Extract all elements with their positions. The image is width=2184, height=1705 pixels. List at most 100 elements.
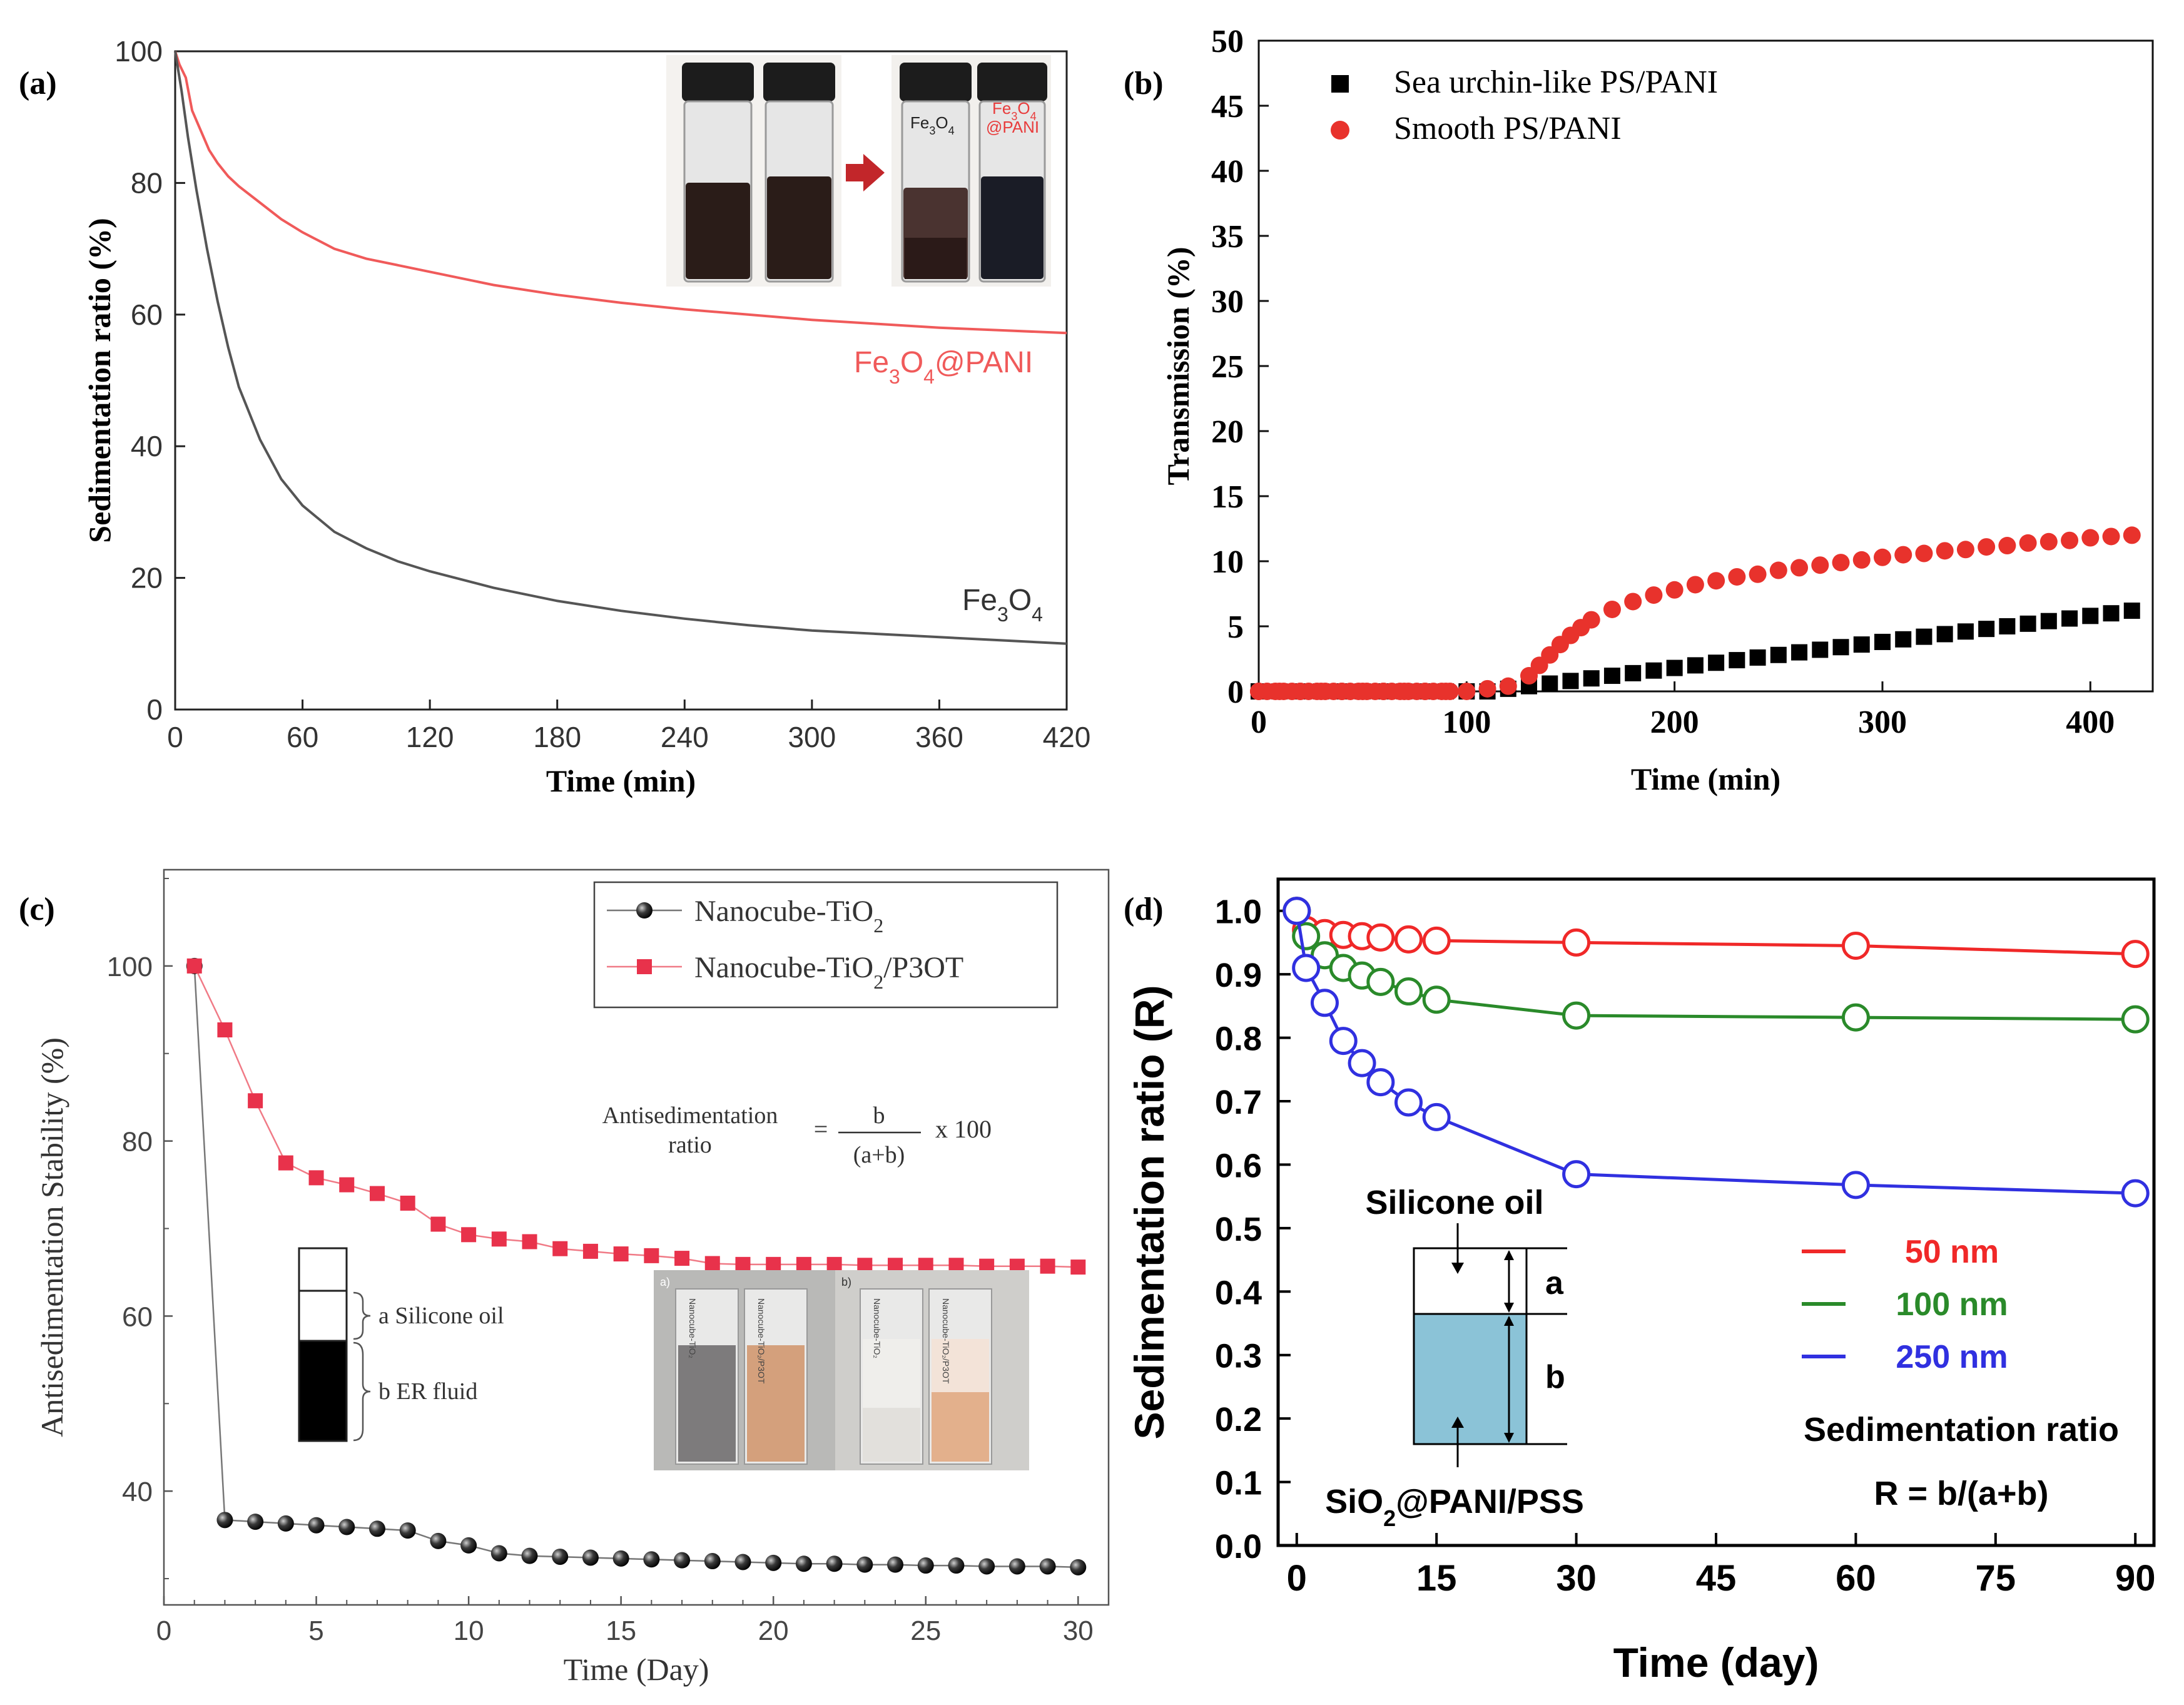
- x-tick-label: 300: [1858, 705, 1907, 740]
- text-segment: @PANI: [935, 346, 1033, 379]
- panel-label: (a): [19, 66, 57, 101]
- x-tick-label: 0: [1287, 1558, 1307, 1599]
- panel-label: (b): [1124, 66, 1164, 101]
- vial-liquid: [686, 183, 750, 279]
- text-segment: /P3OT: [883, 951, 963, 984]
- data-point: [1603, 600, 1621, 618]
- data-point: [2039, 532, 2058, 551]
- data-point: [1562, 928, 1591, 957]
- data-point: [1645, 662, 1662, 679]
- data-point: [1791, 644, 1808, 661]
- y-tick-label: 100: [114, 35, 163, 68]
- data-point: [643, 1551, 660, 1568]
- y-axis-label: Sedimentation ratio (R): [1126, 985, 1172, 1439]
- y-tick-label: 10: [1211, 544, 1244, 580]
- vial-sediment: [905, 238, 967, 279]
- data-point: [766, 1256, 781, 1272]
- data-point: [1915, 544, 1933, 562]
- photo-inset: a) b) Nanocube-TiO₂ Nanocube-TiO₂/P3OT Nanoc…: [654, 1270, 1029, 1470]
- y-tick-label: 80: [131, 166, 163, 199]
- data-point: [2102, 527, 2120, 546]
- data-point: [1999, 618, 2016, 634]
- schematic-label-b: b ER fluid: [378, 1378, 477, 1405]
- data-point: [1310, 989, 1339, 1017]
- series-line-fe3o4-pani: [174, 51, 1067, 335]
- plot-frame: [1257, 39, 2154, 693]
- y-tick-label: 0.3: [1215, 1338, 1262, 1375]
- label-a: a: [1545, 1265, 1564, 1301]
- data-point: [1853, 636, 1870, 653]
- data-point: [1812, 641, 1829, 658]
- label-sedimentation-ratio: Sedimentation ratio: [1804, 1411, 2119, 1448]
- text-segment: Fe: [992, 99, 1011, 118]
- data-point: [948, 1557, 965, 1574]
- series-50-nm: [1282, 897, 2150, 969]
- data-point: [1956, 541, 1974, 559]
- x-tick-label: 90: [2115, 1558, 2156, 1599]
- data-point: [1978, 538, 1996, 556]
- data-point: [216, 1512, 233, 1529]
- y-tick-label: 15: [1211, 479, 1244, 515]
- y-tick-label: 30: [1211, 284, 1244, 320]
- x-tick-label: 25: [910, 1616, 941, 1646]
- x-tick-label: 0: [167, 721, 183, 753]
- text-segment: 4: [1030, 110, 1037, 123]
- data-point: [1666, 659, 1683, 676]
- data-point: [1790, 559, 1809, 577]
- text-segment: Nanocube-TiO: [694, 951, 873, 984]
- data-point: [2123, 603, 2140, 619]
- antisedimentation-equation: Antisedimentation ratio = b (a+b) x 100: [602, 1102, 992, 1168]
- data-point: [1998, 537, 2016, 555]
- data-point: [582, 1549, 599, 1566]
- vial-cap: [763, 63, 835, 101]
- legend-label-nanocube-tio2: Nanocube-TiO2: [694, 895, 883, 937]
- data-point: [1562, 673, 1579, 690]
- data-point: [1039, 1558, 1056, 1575]
- data-point: [1422, 985, 1451, 1014]
- data-point: [1832, 639, 1849, 656]
- y-tick-label: 60: [122, 1301, 153, 1332]
- equation-denominator: (a+b): [853, 1142, 905, 1168]
- data-point: [339, 1177, 355, 1193]
- data-point: [2121, 940, 2150, 969]
- data-point: [1282, 897, 1311, 925]
- series-smooth-ps-pani: [1250, 526, 2141, 700]
- data-point: [522, 1234, 537, 1249]
- data-point: [1841, 932, 1870, 960]
- data-point: [582, 1243, 598, 1259]
- data-point: [460, 1537, 477, 1554]
- data-point: [217, 1022, 233, 1037]
- data-point: [2040, 613, 2057, 629]
- data-point: [1441, 683, 1459, 700]
- x-axis-label: Time (min): [1631, 761, 1780, 797]
- data-point: [1936, 542, 1954, 560]
- legend-marker: [1331, 121, 1349, 140]
- data-point: [430, 1532, 447, 1549]
- x-tick-label: 100: [1442, 705, 1491, 740]
- y-tick-label: 0.7: [1215, 1084, 1262, 1121]
- x-tick-label: 0: [156, 1616, 171, 1646]
- photo-tag-a: a): [660, 1276, 670, 1288]
- data-point: [735, 1256, 751, 1272]
- x-tick-label: 360: [915, 721, 963, 753]
- text-segment: 2: [1383, 1505, 1396, 1531]
- label-silicone-oil: Silicone oil: [1365, 1184, 1543, 1221]
- text-segment: 4: [923, 365, 935, 388]
- data-point: [826, 1256, 842, 1272]
- data-point: [2019, 615, 2036, 632]
- arrow-up-head: [1451, 1417, 1464, 1428]
- y-tick-label: 20: [131, 562, 163, 594]
- data-point: [796, 1256, 811, 1272]
- y-tick-label: 40: [131, 430, 163, 462]
- x-tick-label: 5: [308, 1616, 323, 1646]
- data-point: [491, 1231, 507, 1247]
- panel-d: (d) 0 15 30 45 60 75 90 0.0 0.1 0.2 0.3 0.4 0.5 0.6 0.7…: [1124, 877, 2156, 1686]
- equation-suffix: x 100: [935, 1115, 992, 1143]
- data-point: [1292, 954, 1321, 982]
- cuvette-1: [675, 1288, 739, 1465]
- y-tick-label: 0.6: [1215, 1147, 1262, 1184]
- text-segment: 2: [873, 970, 883, 993]
- y-tick-label: 45: [1211, 89, 1244, 125]
- data-point: [1832, 554, 1850, 572]
- data-point: [430, 1216, 446, 1232]
